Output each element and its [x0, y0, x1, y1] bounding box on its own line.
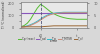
- X-axis label: time: time: [50, 39, 58, 43]
- Y-axis label: T / °C (normalised): T / °C (normalised): [2, 1, 6, 29]
- Legend: Cp (reac), T_ad, T_p, T_MTSR, T_cf: Cp (reac), T_ad, T_p, T_MTSR, T_cf: [17, 36, 84, 42]
